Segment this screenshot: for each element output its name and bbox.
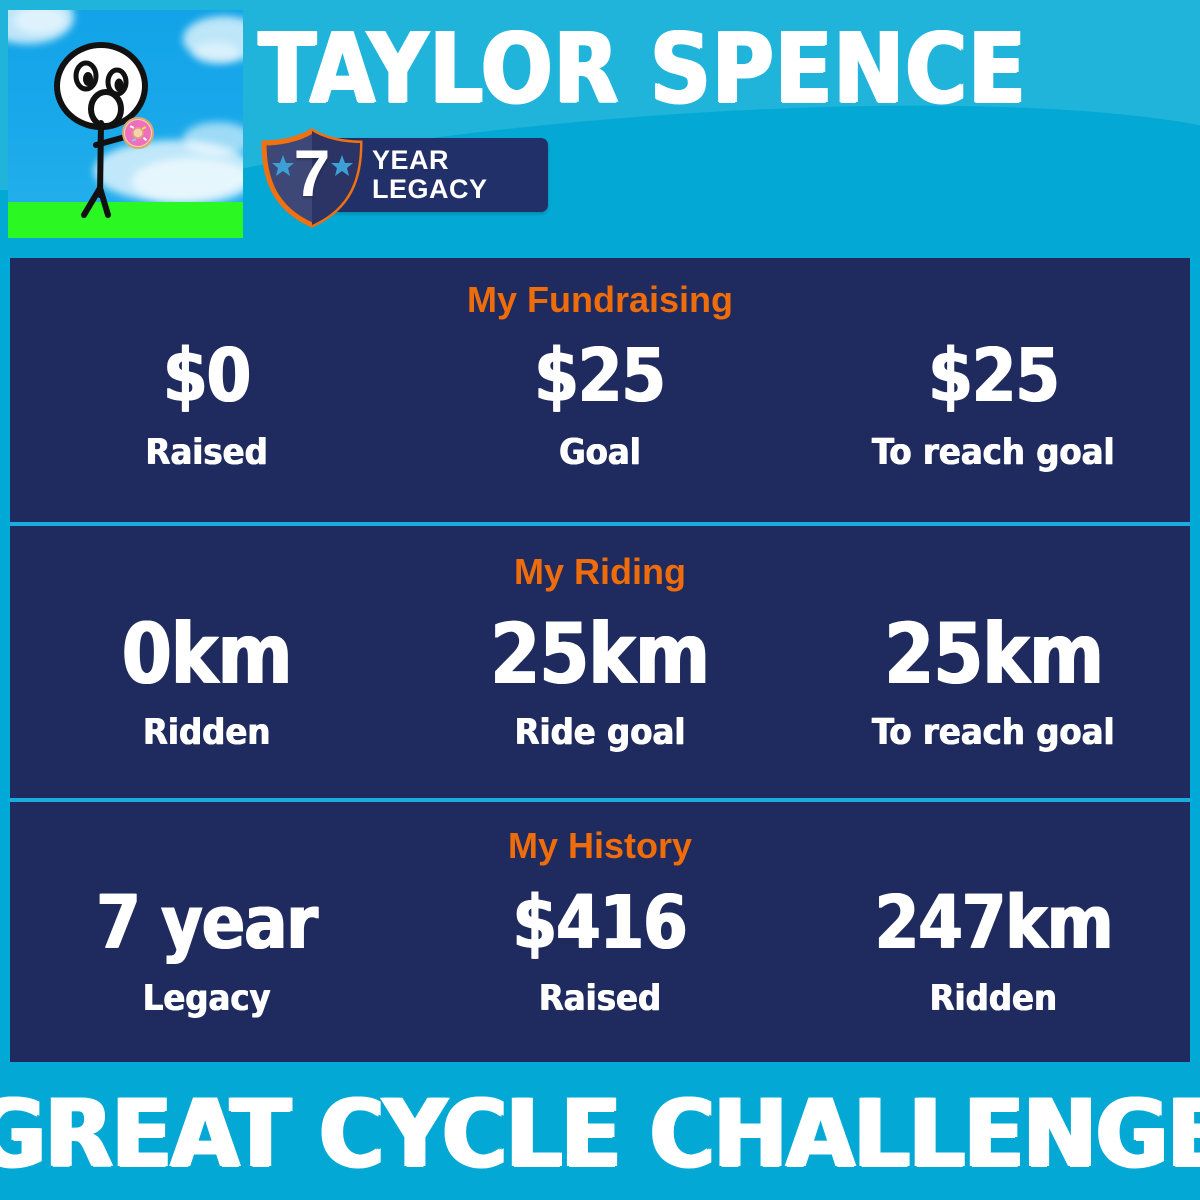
- stat-value: 0km: [121, 605, 293, 703]
- stat-label: Ride goal: [514, 712, 686, 753]
- stat-total-raised: $416 Raised: [403, 880, 796, 1020]
- stat-goal: $25 Goal: [403, 334, 796, 474]
- stat-value: $25: [928, 333, 1059, 419]
- section-divider: [10, 522, 1190, 526]
- stat-value: 25km: [490, 605, 711, 703]
- cloud-icon: [183, 122, 243, 156]
- stat-label: Raised: [538, 978, 662, 1019]
- stat-to-reach-ride-goal: 25km To reach goal: [797, 606, 1190, 754]
- stat-value: $0: [163, 333, 251, 419]
- cloud-icon: [193, 42, 239, 64]
- stat-label: Goal: [559, 432, 641, 473]
- stat-value: 7 year: [96, 880, 318, 966]
- section-title-riding: My Riding: [514, 551, 686, 592]
- section-riding: My Riding 0km Ridden 25km Ride goal 25km…: [10, 526, 1190, 798]
- cloud-icon: [183, 16, 243, 62]
- avatar: [8, 10, 243, 238]
- stat-ride-goal: 25km Ride goal: [403, 606, 796, 754]
- section-history: My History 7 year Legacy $416 Raised 247…: [10, 802, 1190, 1062]
- stat-raised: $0 Raised: [10, 334, 403, 474]
- stat-to-reach-goal: $25 To reach goal: [797, 334, 1190, 474]
- stat-value: 247km: [874, 880, 1113, 966]
- stat-value: $25: [534, 333, 666, 419]
- brand-wordmark: GREAT CYCLE CHALLENGE: [0, 1079, 1200, 1190]
- stat-columns-fundraising: $0 Raised $25 Goal $25 To reach goal: [10, 334, 1190, 474]
- stick-figure-icon: [54, 42, 154, 218]
- stat-label: Legacy: [142, 978, 271, 1019]
- stat-label: Ridden: [929, 978, 1058, 1019]
- stat-columns-riding: 0km Ridden 25km Ride goal 25km To reach …: [10, 606, 1190, 754]
- stat-columns-history: 7 year Legacy $416 Raised 247km Ridden: [10, 880, 1190, 1020]
- stat-label: To reach goal: [872, 432, 1115, 473]
- star-icon: [331, 155, 353, 176]
- badge-plate-text: YEAR LEGACY: [372, 146, 488, 204]
- stat-total-ridden: 247km Ridden: [797, 880, 1190, 1020]
- stats-panel: My Fundraising $0 Raised $25 Goal $25 To…: [10, 258, 1190, 1062]
- star-icon: [272, 155, 294, 176]
- cloud-icon: [132, 158, 243, 204]
- section-fundraising: My Fundraising $0 Raised $25 Goal $25 To…: [10, 258, 1190, 522]
- stat-label: Ridden: [142, 712, 271, 753]
- donut-icon: [122, 117, 154, 149]
- badge-legacy-label: LEGACY: [372, 174, 488, 204]
- badge-year-number: 7: [293, 136, 331, 210]
- card-footer: GREAT CYCLE CHALLENGE: [0, 1062, 1200, 1200]
- avatar-grass: [8, 202, 243, 238]
- page-title: TAYLOR SPENCE: [258, 11, 1027, 126]
- cloud-icon: [14, 10, 66, 34]
- section-title-fundraising: My Fundraising: [466, 279, 733, 320]
- stat-value: $416: [512, 880, 688, 966]
- shield-icon: [261, 128, 363, 228]
- stat-legacy: 7 year Legacy: [10, 880, 403, 1020]
- section-divider: [10, 798, 1190, 802]
- section-title-history: My History: [507, 825, 693, 866]
- stat-label: To reach goal: [872, 712, 1115, 753]
- stat-label: Raised: [145, 432, 268, 473]
- badge-year-label: YEAR: [372, 145, 450, 175]
- stat-value: 25km: [883, 605, 1104, 703]
- stat-ridden: 0km Ridden: [10, 606, 403, 754]
